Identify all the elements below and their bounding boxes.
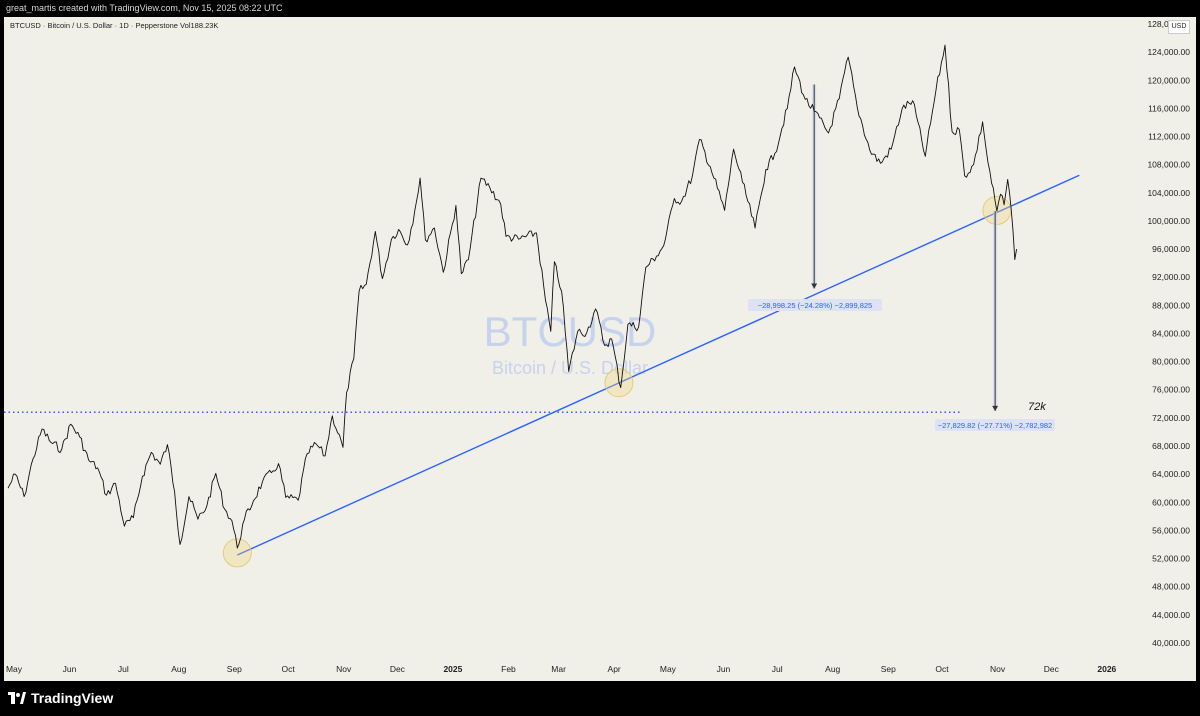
x-tick-label: Aug bbox=[825, 664, 840, 674]
y-tick-label: 112,000.00 bbox=[1148, 132, 1190, 142]
x-tick-label: Dec bbox=[1044, 664, 1060, 674]
y-tick-label: 120,000.00 bbox=[1147, 75, 1190, 85]
measure2-label-box bbox=[935, 419, 1055, 431]
currency-label[interactable]: USD bbox=[1168, 20, 1190, 34]
tradingview-brand: TradingView bbox=[31, 690, 114, 706]
price-chart[interactable]: BTCUSD Bitcoin / U.S. Dollar −28,998.25 … bbox=[4, 17, 1196, 681]
x-tick-label: Feb bbox=[501, 664, 516, 674]
y-tick-label: 48,000.00 bbox=[1152, 582, 1190, 592]
y-tick-label: 72,000.00 bbox=[1152, 413, 1190, 423]
y-tick-label: 80,000.00 bbox=[1152, 357, 1190, 367]
x-tick-label: Mar bbox=[551, 664, 566, 674]
x-tick-label: Jul bbox=[118, 664, 129, 674]
watermark-symbol: BTCUSD bbox=[484, 308, 657, 355]
support-trendline bbox=[237, 174, 1080, 556]
y-tick-label: 88,000.00 bbox=[1152, 300, 1190, 310]
x-tick-label: 2026 bbox=[1097, 664, 1116, 674]
y-tick-label: 116,000.00 bbox=[1148, 103, 1190, 113]
x-tick-label: Nov bbox=[336, 664, 352, 674]
price-series-layer bbox=[7, 44, 1018, 549]
x-tick-label: Apr bbox=[608, 664, 621, 674]
tradingview-logo[interactable]: TradingView bbox=[8, 690, 113, 706]
y-tick-label: 92,000.00 bbox=[1152, 272, 1190, 282]
x-tick-label: Oct bbox=[935, 664, 949, 674]
measure-arrow-head bbox=[992, 405, 999, 411]
x-tick-label: May bbox=[660, 664, 677, 674]
chart-panel[interactable]: BTCUSD Bitcoin / U.S. Dollar −28,998.25 … bbox=[4, 17, 1196, 681]
y-tick-label: 52,000.00 bbox=[1152, 554, 1190, 564]
y-tick-label: 100,000.00 bbox=[1147, 216, 1190, 226]
measure2-label: −27,829.82 (−27.71%) −2,782,982 bbox=[938, 421, 1052, 430]
highlight-circle bbox=[222, 538, 252, 568]
tradingview-logo-icon bbox=[8, 692, 26, 704]
symbol-legend[interactable]: BTCUSD · Bitcoin / U.S. Dollar · 1D · Pe… bbox=[10, 21, 219, 30]
x-tick-label: Jun bbox=[63, 664, 77, 674]
x-tick-label: Jun bbox=[717, 664, 731, 674]
x-tick-label: 2025 bbox=[443, 664, 462, 674]
measure-arrow-head bbox=[811, 283, 818, 289]
level-72k-label: 72k bbox=[1028, 401, 1046, 413]
x-tick-label: Oct bbox=[281, 664, 295, 674]
y-tick-label: 60,000.00 bbox=[1152, 497, 1190, 507]
btc-price-line bbox=[7, 44, 1018, 549]
y-tick-label: 84,000.00 bbox=[1152, 328, 1190, 338]
y-tick-label: 64,000.00 bbox=[1152, 469, 1190, 479]
x-tick-label: Nov bbox=[990, 664, 1006, 674]
footer-bar: TradingView bbox=[0, 681, 1200, 716]
y-tick-label: 44,000.00 bbox=[1152, 610, 1190, 620]
y-tick-label: 104,000.00 bbox=[1147, 188, 1190, 198]
annotation-labels: −28,998.25 (−24.28%) −2,899,825 −27,829.… bbox=[748, 299, 1055, 431]
measure1-label-box bbox=[748, 299, 882, 311]
y-tick-label: 68,000.00 bbox=[1152, 441, 1190, 451]
x-tick-label: Sep bbox=[881, 664, 896, 674]
x-tick-label: Sep bbox=[227, 664, 242, 674]
y-tick-label: 96,000.00 bbox=[1152, 244, 1190, 254]
y-tick-label: 124,000.00 bbox=[1147, 47, 1190, 57]
measure1-label: −28,998.25 (−24.28%) −2,899,825 bbox=[758, 301, 872, 310]
x-tick-label: May bbox=[6, 664, 23, 674]
x-tick-label: Aug bbox=[171, 664, 186, 674]
symbol-watermark: BTCUSD Bitcoin / U.S. Dollar bbox=[484, 308, 657, 378]
credit-header: great_martis created with TradingView.co… bbox=[6, 3, 283, 13]
y-tick-label: 40,000.00 bbox=[1152, 638, 1190, 648]
time-axis[interactable]: May Jun Jul Aug Sep Oct Nov Dec 2025 Feb Mar Apr May… bbox=[6, 664, 1117, 674]
x-tick-label: Dec bbox=[390, 664, 406, 674]
x-tick-label: Jul bbox=[772, 664, 783, 674]
y-tick-label: 76,000.00 bbox=[1152, 385, 1190, 395]
price-axis[interactable]: 40,000.00 44,000.00 48,000.00 52,000.00 56,0… bbox=[1147, 19, 1190, 648]
y-tick-label: 108,000.00 bbox=[1147, 160, 1190, 170]
y-tick-label: 56,000.00 bbox=[1152, 525, 1190, 535]
